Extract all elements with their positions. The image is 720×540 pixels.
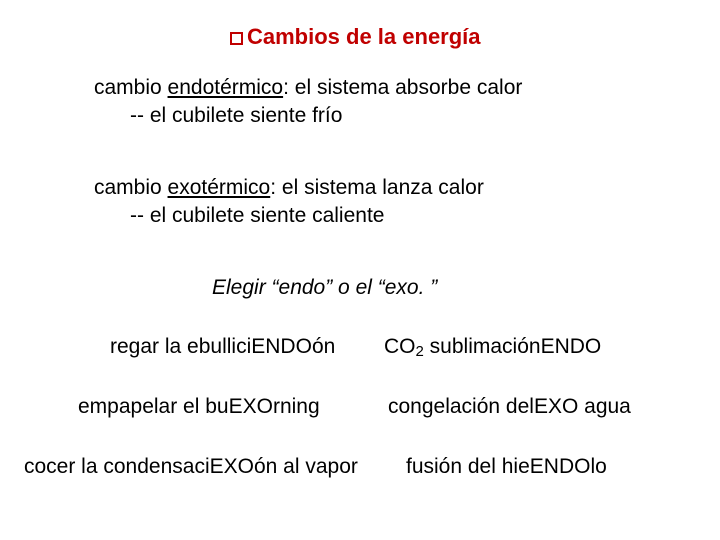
r2c1c: rning xyxy=(273,395,320,418)
instruction-span: Elegir “endo” o el “exo. ” xyxy=(212,276,437,299)
r2c2c: agua xyxy=(578,395,631,418)
p1a: cambio xyxy=(94,76,168,99)
r3c2b: ENDO xyxy=(530,455,591,478)
r3c2a: fusión del hie xyxy=(406,455,530,478)
p2l2: -- el cubilete siente caliente xyxy=(130,204,384,227)
slide-title: Cambios de la energía xyxy=(230,24,481,50)
r1c2a: CO xyxy=(384,335,416,358)
instruction-text: Elegir “endo” o el “exo. ” xyxy=(212,276,437,300)
endothermic-line1: cambio endotérmico: el sistema absorbe c… xyxy=(94,76,522,100)
r1c1c: ón xyxy=(312,335,335,358)
r3c1a: cocer la condensaci xyxy=(24,455,210,478)
item-co2-sublimation: CO2 sublimaciónENDO xyxy=(384,335,601,360)
item-water-freezing: congelación delEXO agua xyxy=(388,395,631,419)
item-boiling: regar la ebulliciENDOón xyxy=(110,335,335,359)
r3c1b: EXO xyxy=(210,455,254,478)
r1c2c: ENDO xyxy=(541,335,602,358)
r1c2b: sublimación xyxy=(424,335,541,358)
r1c1b: ENDO xyxy=(251,335,312,358)
r3c2c: lo xyxy=(590,455,606,478)
item-ice-melting: fusión del hieENDOlo xyxy=(406,455,607,479)
bullet-square-icon xyxy=(230,32,243,45)
r2c2a: congelación del xyxy=(388,395,534,418)
p2a: cambio xyxy=(94,176,168,199)
title-text: Cambios de la energía xyxy=(247,24,481,49)
endothermic-line2: -- el cubilete siente frío xyxy=(130,104,342,128)
r2c1a: empapelar el bu xyxy=(78,395,229,418)
r3c1c: ón al vapor xyxy=(254,455,358,478)
item-paper-burning: empapelar el buEXOrning xyxy=(78,395,320,419)
item-steam-condensation: cocer la condensaciEXOón al vapor xyxy=(24,455,358,479)
p1l2: -- el cubilete siente frío xyxy=(130,104,342,127)
p2b: exotérmico xyxy=(168,176,271,199)
p1c: : el sistema absorbe calor xyxy=(283,76,522,99)
exothermic-line1: cambio exotérmico: el sistema lanza calo… xyxy=(94,176,484,200)
p1b: endotérmico xyxy=(168,76,284,99)
r1c2sub: 2 xyxy=(416,343,424,360)
r2c1b: EXO xyxy=(229,395,273,418)
exothermic-line2: -- el cubilete siente caliente xyxy=(130,204,384,228)
p2c: : el sistema lanza calor xyxy=(270,176,484,199)
r2c2b: EXO xyxy=(534,395,578,418)
r1c1a: regar la ebullici xyxy=(110,335,251,358)
